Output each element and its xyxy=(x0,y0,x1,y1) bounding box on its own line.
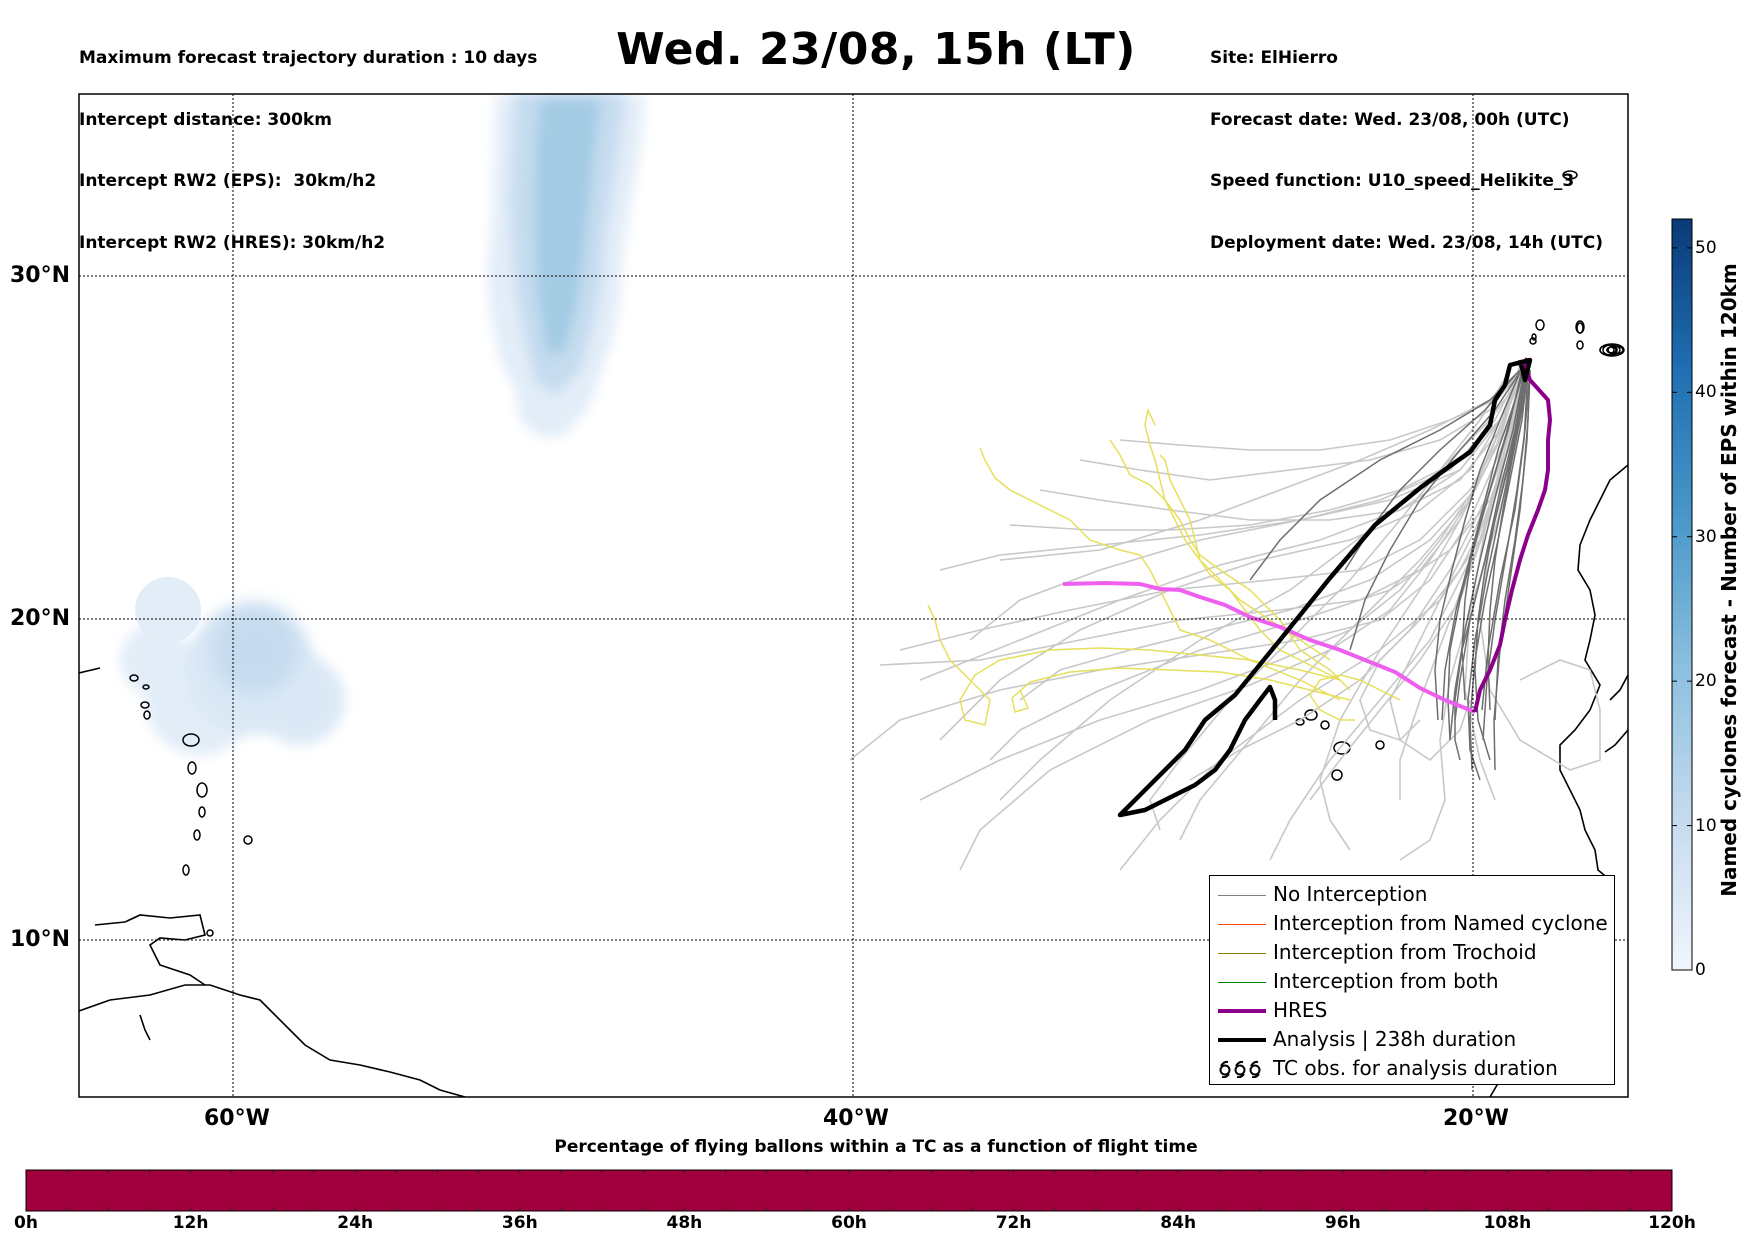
colorbar-tick-label: 40 xyxy=(1695,382,1717,403)
intercept-distance-text: Intercept distance: 300km xyxy=(79,109,332,130)
legend-item-named-cyclone: Interception from Named cyclone xyxy=(1210,909,1614,938)
lat-label-30n: 30°N xyxy=(10,263,71,288)
flight-time-tick-label: 120h xyxy=(1648,1213,1696,1233)
analysis-trajectory xyxy=(1117,357,1533,818)
flight-time-tick-label: 108h xyxy=(1483,1213,1532,1233)
legend-swatch xyxy=(1218,1008,1266,1013)
page-title: Wed. 23/08, 15h (LT) xyxy=(616,24,1136,75)
legend-label: No Interception xyxy=(1273,882,1428,906)
legend-label: Interception from both xyxy=(1273,969,1499,993)
islands xyxy=(129,170,1625,937)
intercept-eps-text: Intercept RW2 (EPS): 30km/h2 xyxy=(79,171,377,191)
coastlines xyxy=(79,464,1628,1097)
flight-time-bar xyxy=(25,1169,1673,1212)
lat-label-10n: 10°N xyxy=(10,927,71,952)
hurricane-symbol-icon xyxy=(1219,1060,1261,1078)
lon-label-60w: 60°W xyxy=(204,1106,270,1131)
legend: No Interception Interception from Named … xyxy=(1209,875,1615,1085)
max-duration-text: Maximum forecast trajectory duration : 1… xyxy=(79,48,538,68)
header-left-info: Maximum forecast trajectory duration : 1… xyxy=(79,7,537,274)
flight-time-tick-label: 84h xyxy=(1160,1213,1197,1233)
deployment-date-text: Deployment date: Wed. 23/08, 14h (UTC) xyxy=(1210,232,1604,253)
colorbar-tick-label: 10 xyxy=(1695,815,1717,836)
legend-swatch xyxy=(1218,894,1266,896)
colorbar-tick-label: 30 xyxy=(1695,526,1717,547)
lon-label-20w: 20°W xyxy=(1443,1106,1509,1131)
flight-time-tick-label: 24h xyxy=(337,1213,374,1233)
flight-time-tick-label: 36h xyxy=(501,1213,538,1233)
colorbar-tick-label: 20 xyxy=(1695,671,1717,692)
legend-swatch xyxy=(1218,1037,1266,1042)
legend-swatch xyxy=(1218,981,1266,983)
legend-item-trochoid: Interception from Trochoid xyxy=(1210,938,1614,967)
forecast-date-text: Forecast date: Wed. 23/08, 00h (UTC) xyxy=(1210,109,1570,130)
flight-time-tick-label: 72h xyxy=(995,1213,1032,1233)
legend-item-no-interception: No Interception xyxy=(1210,880,1614,909)
lat-label-20n: 20°N xyxy=(10,606,71,631)
colorbar xyxy=(1671,218,1693,971)
hres-trajectory xyxy=(1473,357,1553,713)
flight-time-tick-label: 0h xyxy=(14,1213,38,1233)
header-right-info: Site: ElHierro Forecast date: Wed. 23/08… xyxy=(1210,7,1603,274)
legend-label: Interception from Named cyclone xyxy=(1273,911,1608,935)
flight-time-tick-label: 48h xyxy=(666,1213,703,1233)
colorbar-tick-label: 0 xyxy=(1695,960,1706,980)
hres-trajectory-early xyxy=(1062,580,1476,714)
legend-label: Interception from Trochoid xyxy=(1273,940,1537,964)
flight-time-tick-label: 60h xyxy=(831,1213,867,1233)
flight-time-tick-label: 96h xyxy=(1324,1213,1361,1233)
legend-swatch xyxy=(1218,952,1266,954)
legend-label: Analysis | 238h duration xyxy=(1273,1027,1517,1051)
map-frame xyxy=(78,93,1629,1098)
legend-item-hres: HRES xyxy=(1210,996,1614,1025)
legend-label: HRES xyxy=(1273,998,1328,1022)
speed-function-text: Speed function: U10_speed_Helikite_3 xyxy=(1210,171,1575,191)
lon-label-40w: 40°W xyxy=(823,1106,889,1131)
flight-time-tick-label: 12h xyxy=(172,1213,209,1233)
flight-time-bar-title: Percentage of flying ballons within a TC… xyxy=(554,1137,1198,1157)
colorbar-tick-label: 50 xyxy=(1695,237,1717,258)
colorbar-label: Named cyclones forecast - Number of EPS … xyxy=(1717,263,1741,897)
intercept-hres-text: Intercept RW2 (HRES): 30km/h2 xyxy=(79,232,386,253)
legend-item-both: Interception from both xyxy=(1210,967,1614,996)
site-text: Site: ElHierro xyxy=(1210,48,1338,68)
legend-swatch xyxy=(1218,923,1266,925)
legend-item-tc-obs: TC obs. for analysis duration xyxy=(1210,1054,1614,1083)
legend-label: TC obs. for analysis duration xyxy=(1273,1056,1558,1080)
yellow-trajectories xyxy=(927,407,1401,726)
legend-item-analysis: Analysis | 238h duration xyxy=(1210,1025,1614,1054)
cyclone-density-north xyxy=(488,94,645,438)
eps-trajectories-light xyxy=(849,364,1601,871)
graticule xyxy=(79,94,1628,1097)
